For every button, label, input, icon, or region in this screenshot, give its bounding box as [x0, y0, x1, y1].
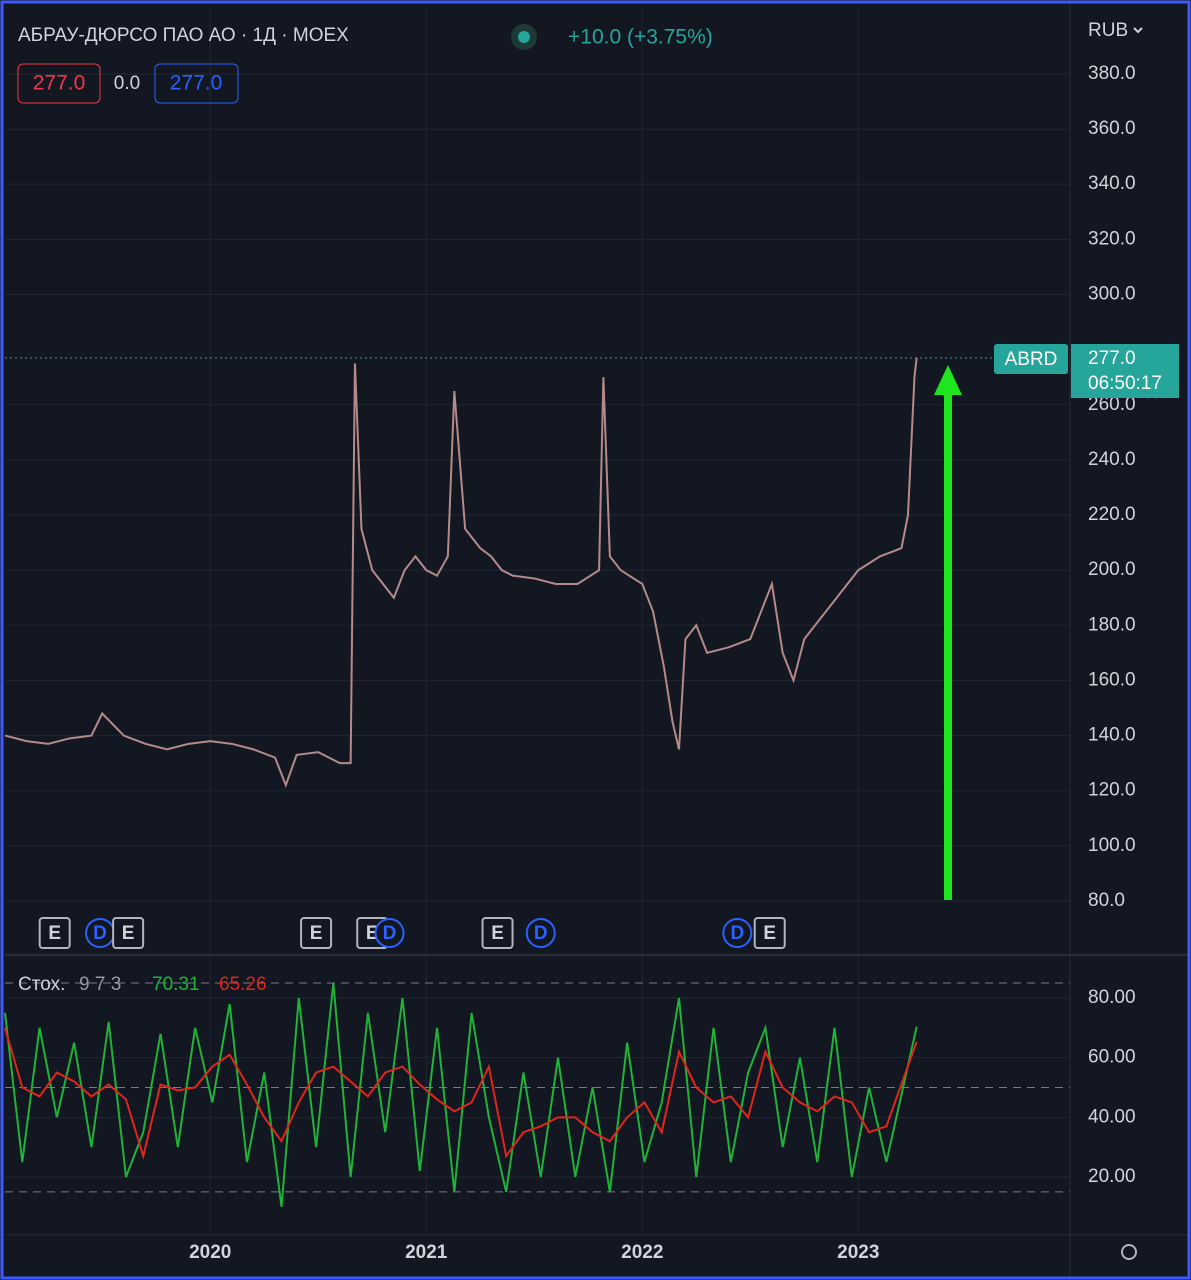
event-marker: E	[753, 917, 786, 949]
event-badge	[753, 917, 786, 949]
x-tick-label: 2021	[405, 1242, 448, 1263]
annotation-arrow	[934, 365, 962, 900]
event-marker: D	[525, 918, 556, 948]
buy-box[interactable]	[154, 63, 239, 104]
x-tick-label: 2020	[189, 1242, 231, 1263]
event-badge	[38, 917, 71, 949]
event-marker: D	[85, 918, 116, 948]
y-tick-label: 160.0	[1088, 669, 1136, 690]
event-label: D	[383, 923, 397, 944]
event-badge	[722, 918, 753, 948]
symbol-badge	[994, 344, 1068, 374]
stoch-line	[4, 982, 918, 1207]
status-dot-core	[518, 31, 530, 43]
y-tick-label: 120.0	[1088, 780, 1136, 801]
settings-icon[interactable]	[1121, 1244, 1137, 1260]
x-tick-label: 2023	[837, 1242, 879, 1263]
event-badge	[525, 918, 556, 948]
event-label: D	[534, 923, 548, 944]
event-badge	[374, 918, 405, 948]
spread: 0.0	[114, 73, 140, 94]
event-label: E	[491, 923, 504, 944]
change: +10.0 (+3.75%)	[568, 26, 713, 49]
event-label: E	[48, 923, 61, 944]
y-tick-label: 140.0	[1088, 725, 1136, 746]
y-tick-label: 260.0	[1088, 394, 1136, 415]
event-label: D	[730, 923, 744, 944]
price-badge-timer: 06:50:17	[1088, 373, 1162, 394]
y-tick-label: 340.0	[1088, 173, 1136, 194]
stoch-title: Стох.	[18, 974, 65, 995]
y-tick-label: 40.00	[1088, 1106, 1136, 1127]
y-tick-label: 300.0	[1088, 284, 1136, 305]
event-badge	[112, 917, 145, 949]
y-tick-label: 320.0	[1088, 228, 1136, 249]
y-tick-label: 80.00	[1088, 987, 1136, 1008]
event-marker: E	[38, 917, 71, 949]
y-tick-label: 240.0	[1088, 449, 1136, 470]
price-badge-value: 277.0	[1088, 348, 1136, 369]
y-tick-label: 220.0	[1088, 504, 1136, 525]
currency[interactable]: RUB	[1088, 20, 1128, 41]
stoch-k-value: 70.31	[152, 974, 200, 995]
event-label: D	[93, 923, 107, 944]
y-tick-label: 80.0	[1088, 890, 1125, 911]
currency-caret[interactable]	[1133, 27, 1143, 34]
y-tick-label: 360.0	[1088, 118, 1136, 139]
symbol-badge-text: ABRD	[1005, 349, 1058, 370]
y-tick-label: 100.0	[1088, 835, 1136, 856]
event-label: E	[122, 923, 135, 944]
y-tick-label: 60.00	[1088, 1047, 1136, 1068]
event-badge	[300, 917, 333, 949]
stoch-params: 9 7 3	[79, 974, 121, 995]
y-tick-label: 180.0	[1088, 614, 1136, 635]
event-marker: D	[722, 918, 753, 948]
y-tick-label: 20.00	[1088, 1166, 1136, 1187]
event-label: E	[763, 923, 776, 944]
event-badge	[481, 917, 514, 949]
buy-price[interactable]: 277.0	[170, 72, 223, 95]
price-line	[4, 357, 918, 789]
sell-box[interactable]	[17, 63, 101, 104]
stoch-line	[4, 1027, 918, 1160]
price-badge	[1071, 344, 1179, 398]
event-marker: E	[300, 917, 333, 949]
event-marker: D	[374, 918, 405, 948]
x-tick-label: 2022	[621, 1242, 663, 1263]
event-label: E	[310, 923, 323, 944]
event-marker: E	[481, 917, 514, 949]
y-tick-label: 380.0	[1088, 63, 1136, 84]
y-tick-label: 200.0	[1088, 559, 1136, 580]
event-marker: E	[112, 917, 145, 949]
stoch-d-value: 65.26	[219, 974, 267, 995]
sell-price[interactable]: 277.0	[33, 72, 86, 95]
title: АБРАУ-ДЮРСО ПАО АО · 1Д · MOEX	[18, 25, 349, 46]
